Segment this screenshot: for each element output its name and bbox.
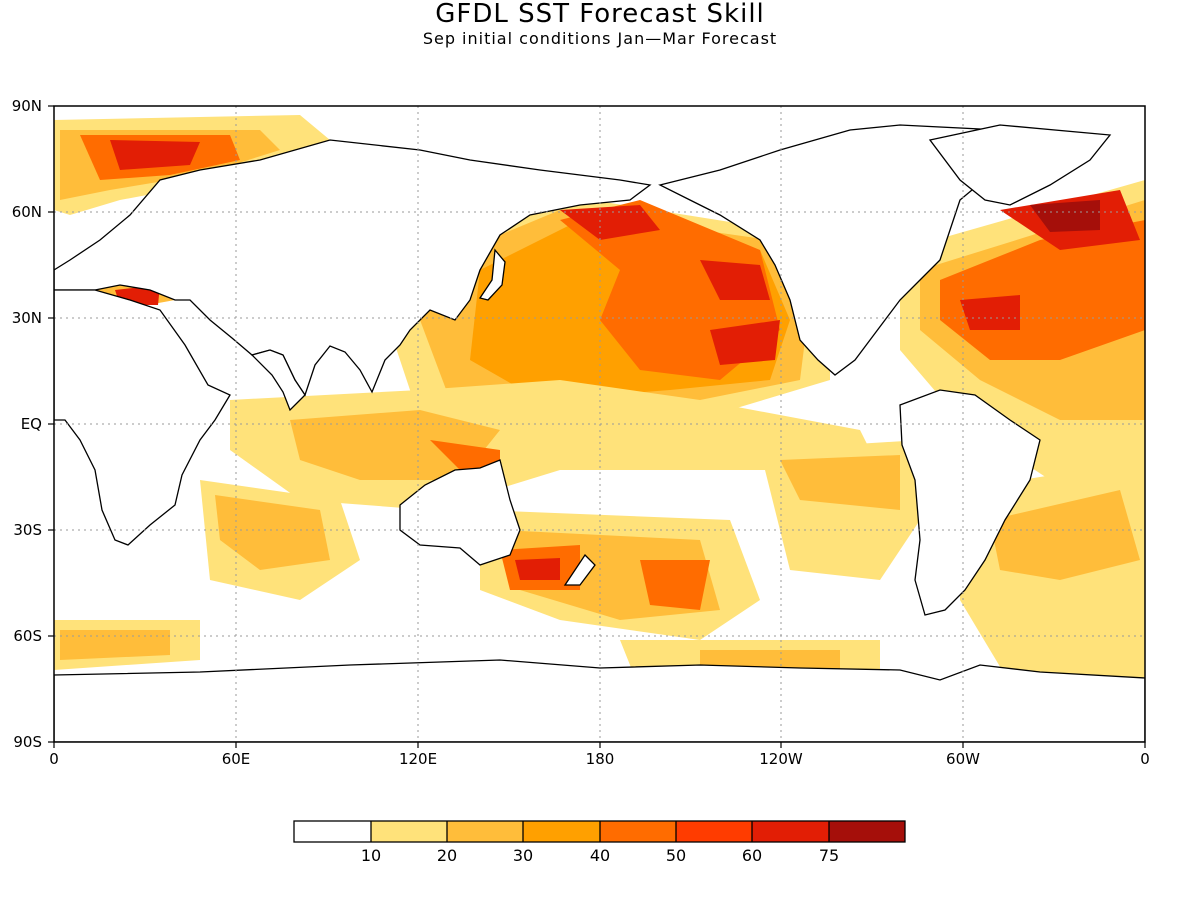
lat-label-60n: 60N [11, 203, 42, 221]
colorbar-label-10: 10 [360, 846, 382, 865]
skill-region [515, 558, 560, 580]
skill-region [710, 320, 780, 365]
colorbar-swatch [829, 821, 905, 842]
colorbar-swatch [752, 821, 829, 842]
land-north-america [658, 124, 1042, 376]
colorbar-swatch [600, 821, 676, 842]
land-india [250, 349, 306, 412]
skill-region [60, 630, 170, 660]
colorbar-label-20: 20 [436, 846, 458, 865]
land-japan [478, 248, 506, 301]
colorbar-swatch [371, 821, 447, 842]
lon-label-60w: 60W [946, 750, 980, 768]
lat-label-30n: 30N [11, 309, 42, 327]
skill-region [960, 295, 1020, 330]
lat-label-90n: 90N [11, 97, 42, 115]
lat-label-30s: 30S [13, 521, 42, 539]
land-eurasia [54, 139, 652, 397]
colorbar [293, 820, 906, 843]
skill-region [110, 140, 200, 170]
colorbar-label-40: 40 [589, 846, 611, 865]
skill-region [640, 560, 710, 610]
colorbar-swatch [676, 821, 752, 842]
land-south-america [899, 389, 1041, 616]
skill-region [700, 260, 770, 300]
lon-label-0-east: 0 [1140, 750, 1150, 768]
skill-region [1030, 200, 1100, 232]
map-title: GFDL SST Forecast Skill [435, 0, 765, 29]
lon-label-180: 180 [585, 750, 615, 768]
lon-label-0: 0 [49, 750, 59, 768]
skill-region [215, 495, 330, 570]
lat-label-60s: 60S [13, 627, 42, 645]
colorbar-swatch [294, 821, 371, 842]
lat-label-90s: 90S [13, 733, 42, 751]
lon-label-120e: 120E [398, 750, 438, 768]
lon-label-60e: 60E [221, 750, 251, 768]
land-africa [54, 289, 231, 546]
graticule [54, 106, 1145, 742]
skill-region [780, 455, 900, 510]
skill-region [290, 410, 500, 480]
land-greenland [928, 124, 1112, 206]
lon-label-120w: 120W [759, 750, 803, 768]
colorbar-label-75: 75 [818, 846, 840, 865]
skill-region [990, 490, 1140, 580]
colorbar-label-60: 60 [741, 846, 763, 865]
skill-region [560, 205, 660, 240]
axis-ticks [48, 105, 1146, 748]
colorbar-swatch [447, 821, 523, 842]
skill-shading [54, 115, 1145, 700]
colorbar-label-50: 50 [665, 846, 687, 865]
colorbar-label-30: 30 [512, 846, 534, 865]
map-subtitle: Sep initial conditions Jan—Mar Forecast [422, 29, 778, 48]
lat-label-eq: EQ [20, 415, 42, 433]
colorbar-swatch [523, 821, 600, 842]
skill-region [700, 650, 840, 670]
land-australia [399, 459, 521, 566]
land-new-zealand [563, 553, 596, 586]
